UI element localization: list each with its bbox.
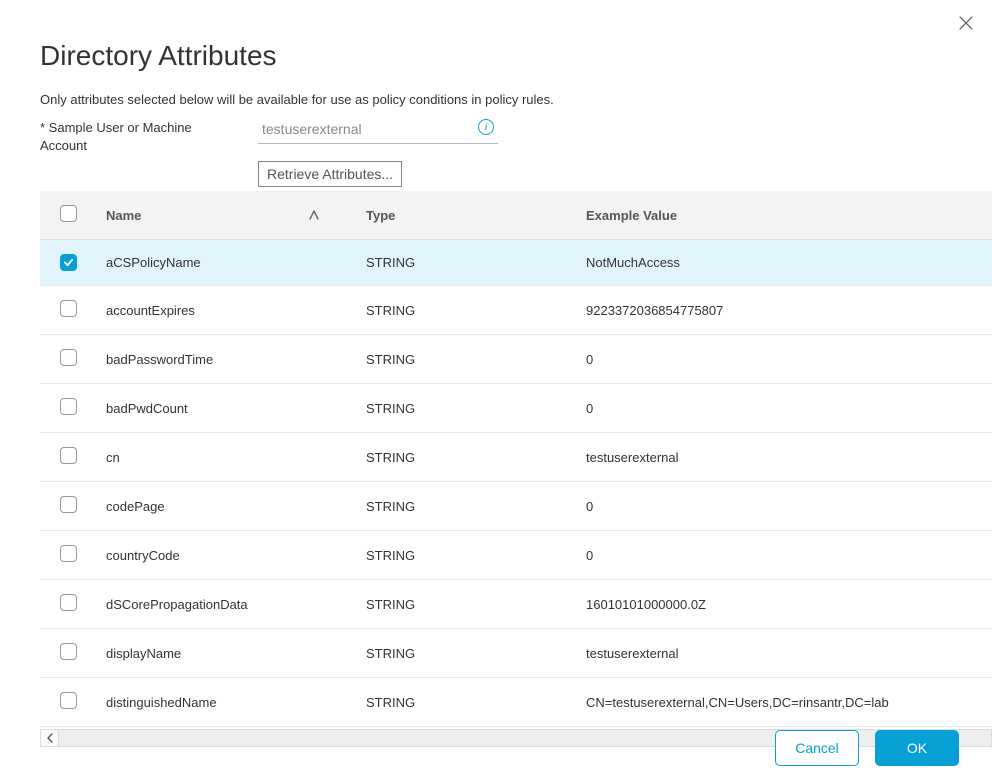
- row-name-cell: accountExpires: [96, 286, 356, 335]
- row-checkbox-cell: [40, 335, 96, 384]
- row-checkbox[interactable]: [60, 349, 77, 366]
- row-checkbox-cell: [40, 433, 96, 482]
- row-checkbox-cell: [40, 240, 96, 286]
- header-name[interactable]: Name: [96, 191, 356, 240]
- table-body: aCSPolicyNameSTRINGNotMuchAccessaccountE…: [40, 240, 992, 727]
- table-row[interactable]: badPwdCountSTRING0: [40, 384, 992, 433]
- chevron-left-icon: [46, 733, 54, 743]
- row-checkbox-cell: [40, 531, 96, 580]
- checkmark-icon: [63, 257, 74, 268]
- attributes-table-wrap: Name Type Example Value aCSPolicyNameSTR…: [40, 191, 992, 727]
- row-name-cell: dSCorePropagationData: [96, 580, 356, 629]
- row-type-cell: STRING: [356, 580, 576, 629]
- header-type[interactable]: Type: [356, 191, 576, 240]
- row-checkbox[interactable]: [60, 545, 77, 562]
- row-example-cell: NotMuchAccess: [576, 240, 992, 286]
- row-name-cell: badPasswordTime: [96, 335, 356, 384]
- table-header-row: Name Type Example Value: [40, 191, 992, 240]
- row-type-cell: STRING: [356, 240, 576, 286]
- row-checkbox[interactable]: [60, 496, 77, 513]
- row-checkbox-cell: [40, 580, 96, 629]
- description-text: Only attributes selected below will be a…: [40, 92, 999, 107]
- header-checkbox-cell: [40, 191, 96, 240]
- row-checkbox[interactable]: [60, 643, 77, 660]
- table-row[interactable]: dSCorePropagationDataSTRING1601010100000…: [40, 580, 992, 629]
- attributes-table: Name Type Example Value aCSPolicyNameSTR…: [40, 191, 992, 727]
- row-type-cell: STRING: [356, 335, 576, 384]
- row-checkbox-cell: [40, 286, 96, 335]
- table-row[interactable]: codePageSTRING0: [40, 482, 992, 531]
- retrieve-attributes-button[interactable]: Retrieve Attributes...: [258, 161, 402, 187]
- row-checkbox[interactable]: [60, 692, 77, 709]
- row-type-cell: STRING: [356, 433, 576, 482]
- row-example-cell: 0: [576, 482, 992, 531]
- close-button[interactable]: [957, 14, 975, 32]
- table-row[interactable]: countryCodeSTRING0: [40, 531, 992, 580]
- row-checkbox-cell: [40, 678, 96, 727]
- row-name-cell: aCSPolicyName: [96, 240, 356, 286]
- ok-button[interactable]: OK: [875, 730, 959, 766]
- cancel-button[interactable]: Cancel: [775, 730, 859, 766]
- table-row[interactable]: distinguishedNameSTRINGCN=testuserextern…: [40, 678, 992, 727]
- row-checkbox[interactable]: [60, 254, 77, 271]
- sample-account-row: * Sample User or Machine Account i: [40, 117, 999, 155]
- row-example-cell: 0: [576, 531, 992, 580]
- table-row[interactable]: aCSPolicyNameSTRINGNotMuchAccess: [40, 240, 992, 286]
- row-name-cell: cn: [96, 433, 356, 482]
- row-checkbox-cell: [40, 482, 96, 531]
- close-icon: [957, 14, 975, 32]
- page-title: Directory Attributes: [40, 40, 999, 72]
- row-checkbox[interactable]: [60, 300, 77, 317]
- row-name-cell: countryCode: [96, 531, 356, 580]
- table-row[interactable]: accountExpiresSTRING9223372036854775807: [40, 286, 992, 335]
- row-checkbox-cell: [40, 629, 96, 678]
- row-example-cell: 16010101000000.0Z: [576, 580, 992, 629]
- row-type-cell: STRING: [356, 384, 576, 433]
- row-example-cell: 0: [576, 384, 992, 433]
- header-name-label: Name: [106, 208, 141, 223]
- row-example-cell: 9223372036854775807: [576, 286, 992, 335]
- table-row[interactable]: cnSTRINGtestuserexternal: [40, 433, 992, 482]
- footer-buttons: Cancel OK: [775, 730, 959, 766]
- table-row[interactable]: badPasswordTimeSTRING0: [40, 335, 992, 384]
- row-type-cell: STRING: [356, 678, 576, 727]
- select-all-checkbox[interactable]: [60, 205, 77, 222]
- row-example-cell: testuserexternal: [576, 629, 992, 678]
- table-row[interactable]: displayNameSTRINGtestuserexternal: [40, 629, 992, 678]
- row-example-cell: testuserexternal: [576, 433, 992, 482]
- row-checkbox-cell: [40, 384, 96, 433]
- sample-account-input[interactable]: [258, 117, 498, 144]
- sample-account-input-wrap: i: [258, 117, 498, 144]
- row-name-cell: distinguishedName: [96, 678, 356, 727]
- row-example-cell: CN=testuserexternal,CN=Users,DC=rinsantr…: [576, 678, 992, 727]
- header-example[interactable]: Example Value: [576, 191, 992, 240]
- row-example-cell: 0: [576, 335, 992, 384]
- scroll-left-button[interactable]: [41, 730, 59, 746]
- sample-account-label: * Sample User or Machine Account: [40, 117, 240, 155]
- row-type-cell: STRING: [356, 629, 576, 678]
- row-type-cell: STRING: [356, 482, 576, 531]
- row-checkbox[interactable]: [60, 594, 77, 611]
- row-name-cell: codePage: [96, 482, 356, 531]
- info-icon[interactable]: i: [478, 119, 494, 135]
- row-name-cell: badPwdCount: [96, 384, 356, 433]
- row-name-cell: displayName: [96, 629, 356, 678]
- row-checkbox[interactable]: [60, 447, 77, 464]
- row-type-cell: STRING: [356, 531, 576, 580]
- sort-asc-icon: [308, 209, 320, 221]
- row-checkbox[interactable]: [60, 398, 77, 415]
- row-type-cell: STRING: [356, 286, 576, 335]
